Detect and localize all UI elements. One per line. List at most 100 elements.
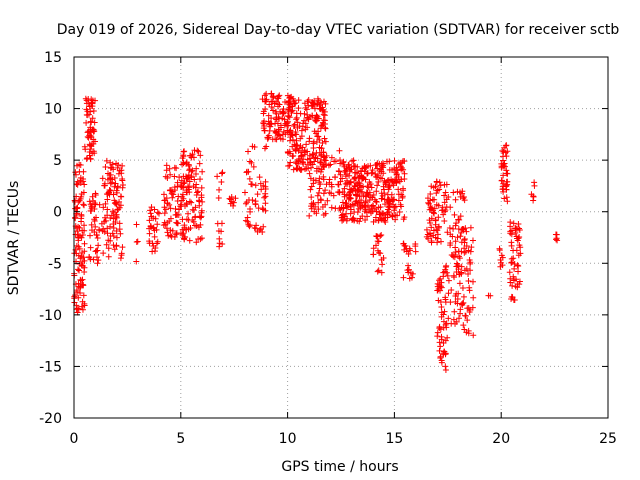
data-point <box>171 173 178 180</box>
data-point <box>400 240 407 247</box>
data-point <box>438 309 445 316</box>
data-point <box>375 172 382 179</box>
data-point <box>451 254 458 261</box>
data-point <box>352 191 359 198</box>
data-point <box>280 110 287 117</box>
data-point <box>262 207 269 214</box>
data-point <box>154 221 161 228</box>
data-point <box>389 197 396 204</box>
data-point <box>405 269 412 276</box>
data-point <box>299 158 306 165</box>
data-point <box>465 247 472 254</box>
data-point <box>384 158 391 165</box>
data-point <box>94 247 101 254</box>
data-point <box>357 204 364 211</box>
data-point <box>444 272 451 279</box>
data-point <box>76 161 83 168</box>
data-point <box>441 192 448 199</box>
data-point <box>99 175 106 182</box>
data-point <box>395 161 402 168</box>
data-point <box>268 103 275 110</box>
data-point <box>330 192 337 199</box>
data-point <box>427 190 434 197</box>
data-point <box>374 165 381 172</box>
data-point <box>215 195 222 202</box>
data-point <box>457 233 464 240</box>
data-point <box>186 198 193 205</box>
data-point <box>184 183 191 190</box>
data-point <box>339 175 346 182</box>
data-point <box>496 245 503 252</box>
data-point <box>273 110 280 117</box>
data-point <box>384 177 391 184</box>
data-point <box>87 244 94 251</box>
data-point <box>385 204 392 211</box>
data-point <box>87 155 94 162</box>
data-point <box>187 152 194 159</box>
data-point <box>191 176 198 183</box>
data-point <box>498 259 505 266</box>
data-point <box>374 247 381 254</box>
x-axis-label: GPS time / hours <box>281 459 398 475</box>
data-point <box>357 215 364 222</box>
data-point <box>108 212 115 219</box>
data-point <box>310 138 317 145</box>
data-point <box>500 180 507 187</box>
data-point <box>306 135 313 142</box>
data-point <box>256 174 263 181</box>
data-point <box>500 157 507 164</box>
x-tick-label: 0 <box>70 431 79 447</box>
data-point <box>314 192 321 199</box>
data-point <box>185 210 192 217</box>
data-point <box>180 153 187 160</box>
data-point <box>318 99 325 106</box>
data-point <box>307 186 314 193</box>
data-point <box>78 211 85 218</box>
data-point <box>374 182 381 189</box>
data-point <box>347 210 354 217</box>
data-point <box>303 165 310 172</box>
data-point <box>437 275 444 282</box>
data-point <box>427 204 434 211</box>
data-point <box>317 159 324 166</box>
data-point <box>320 149 327 156</box>
data-point <box>85 128 92 135</box>
data-point <box>307 175 314 182</box>
data-point <box>373 188 380 195</box>
data-point <box>447 240 454 247</box>
data-point <box>113 234 120 241</box>
data-point <box>426 206 433 213</box>
data-point <box>88 221 95 228</box>
data-point <box>179 191 186 198</box>
data-point <box>186 167 193 174</box>
data-point <box>82 95 89 102</box>
data-point <box>117 202 124 209</box>
data-point <box>152 215 159 222</box>
data-point <box>95 257 102 264</box>
data-point <box>109 230 116 237</box>
data-point <box>90 197 97 204</box>
data-point <box>75 266 82 273</box>
data-point <box>441 217 448 224</box>
data-point <box>428 224 435 231</box>
data-point <box>147 210 154 217</box>
data-point <box>340 159 347 166</box>
data-point <box>306 170 313 177</box>
data-point <box>391 157 398 164</box>
data-point <box>513 247 520 254</box>
data-point <box>305 102 312 109</box>
data-point <box>465 278 472 285</box>
data-point <box>285 149 292 156</box>
data-point <box>350 157 357 164</box>
data-point <box>347 202 354 209</box>
data-point <box>247 205 254 212</box>
data-point <box>463 243 470 250</box>
data-point <box>93 254 100 261</box>
data-point <box>355 199 362 206</box>
data-point <box>451 211 458 218</box>
data-point <box>515 252 522 259</box>
data-point <box>302 120 309 127</box>
data-point <box>297 135 304 142</box>
data-point <box>276 132 283 139</box>
data-point <box>268 115 275 122</box>
